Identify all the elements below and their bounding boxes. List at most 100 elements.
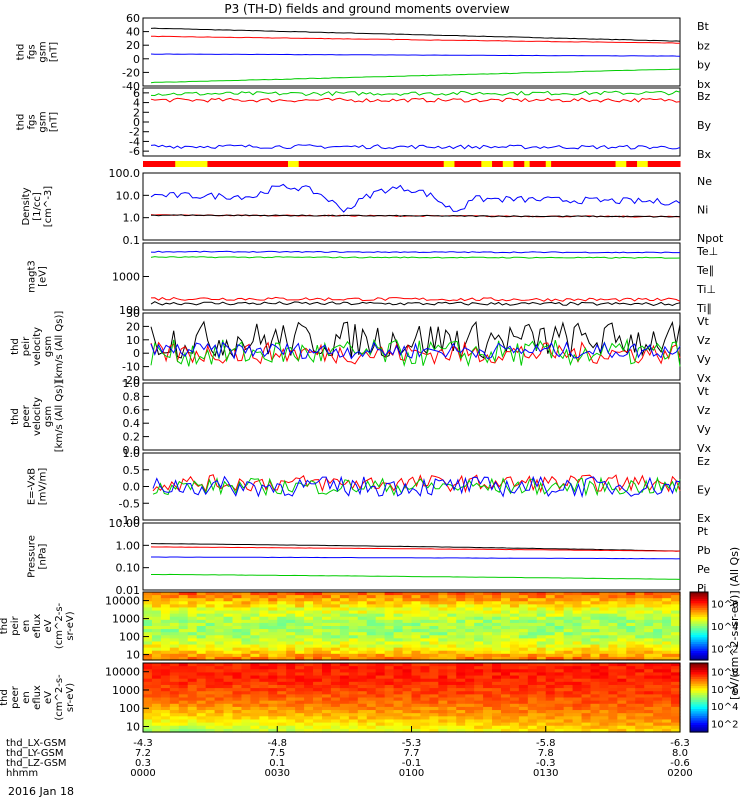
spectrogram-cell (474, 684, 484, 689)
spectrogram-cell (250, 697, 260, 702)
spectrogram-cell (474, 675, 484, 680)
spectrogram-cell (438, 595, 448, 599)
spectrogram-cell (411, 681, 422, 686)
spectrogram-cell (608, 635, 618, 639)
spectrogram-cell (232, 635, 243, 639)
spectrogram-cell (384, 713, 395, 717)
spectrogram-cell (277, 595, 287, 599)
spectrogram-cell (178, 710, 189, 714)
spectrogram-cell (169, 669, 180, 674)
spectrogram-cell (572, 703, 583, 708)
spectrogram-cell (635, 613, 645, 618)
spectrogram-cell (313, 632, 323, 636)
spectrogram-cell (671, 650, 681, 655)
spectrogram-cell (357, 595, 368, 599)
spectrogram-cell (348, 632, 359, 636)
spectrogram-cell (456, 604, 466, 609)
spectrogram-cell (617, 613, 627, 618)
spectrogram-cell (250, 635, 260, 639)
spectrogram-cell (232, 595, 243, 599)
spectrogram-cell (456, 650, 466, 655)
spectrogram-cell (626, 710, 636, 714)
spectrogram-cell (241, 710, 251, 714)
spectrogram-cell (223, 592, 234, 596)
spectrogram-cell (608, 626, 618, 630)
spectrogram-cell (438, 619, 448, 624)
spectrogram-cell (357, 613, 368, 618)
spectrogram-cell (518, 700, 529, 705)
colorbar-swatch (690, 665, 708, 669)
spectrogram-cell (635, 700, 645, 705)
spectrogram-cell (608, 725, 618, 730)
spectrogram-cell (384, 669, 395, 674)
spectrogram-cell (563, 656, 574, 661)
spectrogram-cell (259, 656, 269, 661)
spectrogram-cell (339, 626, 350, 630)
colorbar-swatch (690, 672, 708, 676)
spectrogram-cell (536, 694, 547, 699)
spectrogram-cell (286, 626, 296, 630)
spectrogram-cell (393, 626, 404, 630)
spectrogram-cell (169, 656, 180, 661)
spectrogram-cell (483, 666, 493, 670)
spectrogram-cell (169, 638, 180, 643)
spectrogram-cell (572, 694, 583, 699)
spectrogram-cell (429, 616, 439, 621)
spectrogram-cell (483, 728, 493, 733)
spectrogram-cell (322, 607, 332, 612)
spectrogram-cell (626, 669, 636, 674)
spectrogram-cell (492, 725, 502, 730)
spectrogram-cell (545, 650, 556, 655)
spectrogram-cell (384, 656, 395, 661)
y-tick-label: 100 (119, 702, 140, 715)
spectrogram-cell (232, 663, 243, 667)
spectrogram-cell (492, 691, 502, 695)
spectrogram-cell (205, 647, 216, 652)
spectrogram-cell (151, 663, 162, 667)
spectrogram-cell (151, 697, 162, 702)
spectrogram-cell (187, 663, 198, 667)
spectrogram-cell (527, 610, 538, 615)
spectrogram-cell (626, 601, 636, 605)
spectrogram-cell (509, 641, 520, 646)
spectrogram-cell (196, 632, 207, 636)
spectrogram-cell (160, 710, 171, 714)
legend-Ez: Ez (697, 455, 710, 468)
spectrogram-cell (671, 653, 681, 658)
spectrogram-cell (572, 688, 583, 692)
spectrogram-cell (384, 678, 395, 683)
spectrogram-cell (250, 681, 260, 686)
spectrogram-cell (617, 638, 627, 643)
spectrogram-cell (277, 669, 287, 674)
spectrogram-cell (232, 722, 243, 727)
spectrogram-cell (178, 725, 189, 730)
spectrogram-cell (554, 601, 565, 605)
spectrogram-cell (545, 598, 556, 602)
y-axis-label: thd (16, 114, 27, 131)
spectrogram-cell (438, 713, 448, 717)
spectrogram-cell (393, 706, 404, 711)
spectrogram-cell (402, 681, 413, 686)
spectrogram-cell (187, 669, 198, 674)
spectrogram-cell (662, 644, 672, 649)
colorbar-swatch (690, 632, 708, 636)
spectrogram-cell (151, 700, 162, 705)
spectrogram-cell (617, 595, 627, 599)
spectrogram-cell (626, 635, 636, 639)
spectrogram-cell (402, 604, 413, 609)
spectrogram-cell (384, 595, 395, 599)
spectrogram-cell (411, 697, 422, 702)
spectrogram-cell (322, 595, 332, 599)
spectrogram-cell (581, 619, 592, 624)
spectrogram-cell (545, 604, 556, 609)
legend-Bz: Bz (697, 90, 711, 103)
colorbar-swatch (690, 601, 708, 604)
spectrogram-cell (572, 613, 583, 618)
spectrogram-cell (223, 716, 234, 721)
spectrogram-cell (205, 619, 216, 624)
spectrogram-cell (348, 601, 359, 605)
spectrogram-cell (509, 672, 520, 677)
spectrogram-cell (286, 653, 296, 658)
spectrogram-cell (501, 672, 511, 677)
